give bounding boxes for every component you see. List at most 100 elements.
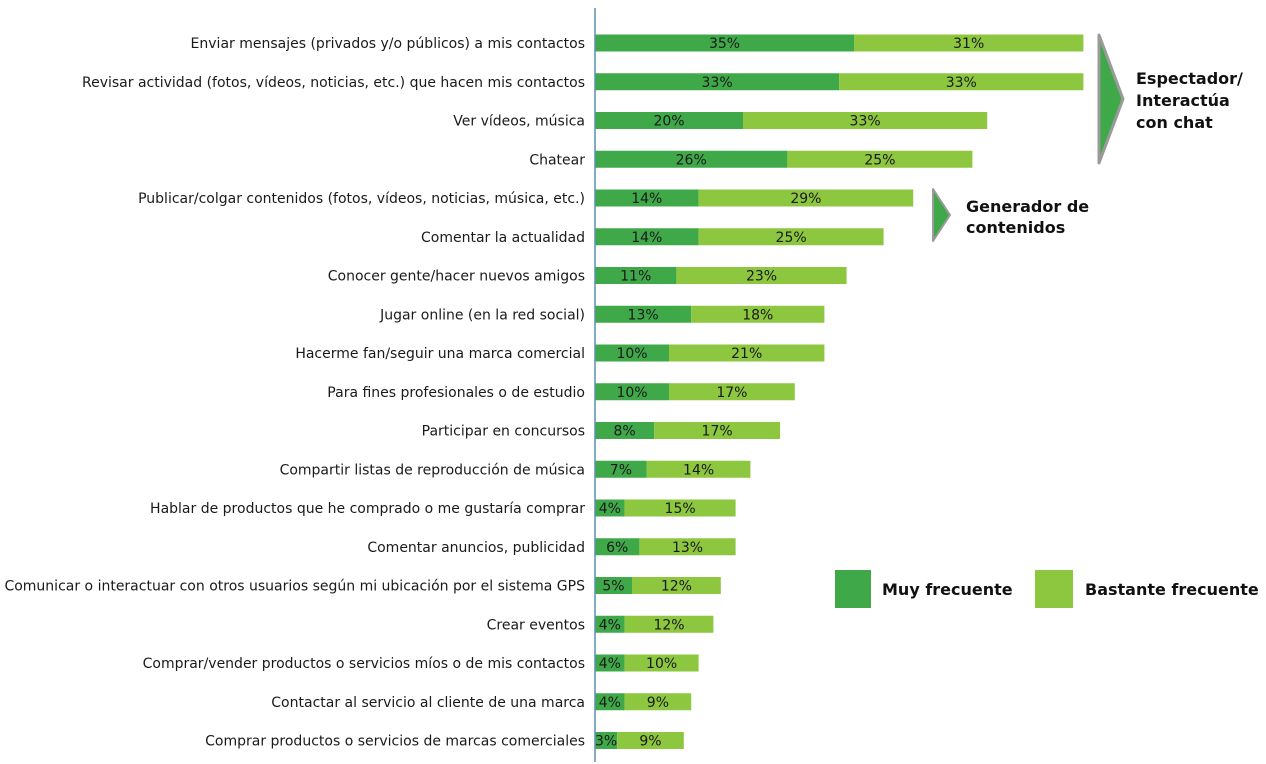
legend-swatch-muy-frecuente <box>835 570 871 608</box>
category-labels: Enviar mensajes (privados y/o públicos) … <box>4 36 585 750</box>
data-label-muy-frecuente: 20% <box>653 114 684 130</box>
data-label-muy-frecuente: 5% <box>602 579 624 595</box>
bar-bastante-frecuente <box>654 422 780 439</box>
bar-muy-frecuente <box>595 615 625 633</box>
bar-muy-frecuente <box>595 73 840 91</box>
bar-muy-frecuente <box>595 383 669 401</box>
data-label-muy-frecuente: 33% <box>702 75 733 91</box>
bar-muy-frecuente <box>595 732 618 749</box>
data-label-muy-frecuente: 7% <box>610 462 632 478</box>
data-label-bastante-frecuente: 10% <box>646 656 677 672</box>
category-label: Compartir listas de reproducción de músi… <box>280 462 585 478</box>
category-label: Enviar mensajes (privados y/o públicos) … <box>191 36 585 52</box>
bar-bastante-frecuente <box>787 150 973 168</box>
bar-bastante-frecuente <box>646 460 751 478</box>
category-label: Publicar/colgar contenidos (fotos, vídeo… <box>138 191 585 207</box>
category-label: Comentar la actualidad <box>421 230 585 246</box>
annotation-generator: Generador de contenidos <box>932 188 1089 242</box>
data-label-muy-frecuente: 13% <box>628 307 659 323</box>
category-label: Ver vídeos, música <box>453 114 585 130</box>
category-label: Conocer gente/hacer nuevos amigos <box>328 269 585 285</box>
data-label-muy-frecuente: 35% <box>709 36 740 52</box>
data-label-bastante-frecuente: 25% <box>776 230 807 246</box>
data-label-bastante-frecuente: 21% <box>731 346 762 362</box>
annotation-arrow-2-icon <box>932 188 951 242</box>
data-label-bastante-frecuente: 12% <box>653 617 684 633</box>
bar-muy-frecuente <box>595 189 699 207</box>
bars-layer: 35% 31% 33% 33% 20% 33% 26% 25% 14% 29% 14% 25% 11% 2… <box>595 34 1084 750</box>
bar-bastante-frecuente <box>676 267 847 284</box>
legend: Muy frecuente Bastante frecuente <box>835 570 1259 608</box>
data-label-muy-frecuente: 10% <box>616 385 647 401</box>
bar-bastante-frecuente <box>669 344 825 362</box>
bar-muy-frecuente <box>595 693 625 711</box>
bar-muy-frecuente <box>595 112 743 129</box>
category-label: Comprar/vender productos o servicios mío… <box>143 656 585 672</box>
data-label-bastante-frecuente: 33% <box>850 114 881 130</box>
bar-bastante-frecuente <box>639 538 736 556</box>
annotation-spectator: Espectador/ Interactúa con chat <box>1097 33 1243 165</box>
bar-bastante-frecuente <box>698 189 914 207</box>
data-label-bastante-frecuente: 13% <box>672 540 703 556</box>
bar-muy-frecuente <box>595 422 655 439</box>
annotation-1-line-3: con chat <box>1136 113 1213 132</box>
legend-swatch-bastante-frecuente <box>1035 570 1073 608</box>
bar-muy-frecuente <box>595 654 625 672</box>
category-label: Comprar productos o servicios de marcas … <box>205 734 585 750</box>
category-label: Revisar actividad (fotos, vídeos, notici… <box>82 75 585 91</box>
data-label-muy-frecuente: 10% <box>616 346 647 362</box>
category-label: Jugar online (en la red social) <box>379 307 585 323</box>
data-label-muy-frecuente: 4% <box>599 617 621 633</box>
bar-bastante-frecuente <box>624 693 692 711</box>
legend-label-muy-frecuente: Muy frecuente <box>882 580 1013 599</box>
category-label: Contactar al servicio al cliente de una … <box>271 695 585 711</box>
bar-muy-frecuente <box>595 499 625 517</box>
data-label-bastante-frecuente: 15% <box>665 501 696 517</box>
bar-muy-frecuente <box>595 267 677 284</box>
data-label-bastante-frecuente: 18% <box>742 307 773 323</box>
annotation-arrow-1-icon <box>1097 33 1125 165</box>
data-label-bastante-frecuente: 33% <box>946 75 977 91</box>
data-label-bastante-frecuente: 17% <box>716 385 747 401</box>
category-label: Hacerme fan/seguir una marca comercial <box>295 346 585 362</box>
bar-bastante-frecuente <box>624 615 714 633</box>
bar-bastante-frecuente <box>691 305 825 323</box>
data-label-bastante-frecuente: 29% <box>790 191 821 207</box>
annotation-2-line-2: contenidos <box>966 218 1065 237</box>
data-label-bastante-frecuente: 14% <box>683 462 714 478</box>
data-label-muy-frecuente: 8% <box>613 424 635 440</box>
bar-muy-frecuente <box>595 150 788 168</box>
annotation-1-line-1: Espectador/ <box>1136 69 1243 88</box>
bar-muy-frecuente <box>595 538 640 556</box>
bar-muy-frecuente <box>595 34 854 52</box>
data-label-muy-frecuente: 26% <box>676 152 707 168</box>
data-label-muy-frecuente: 4% <box>599 656 621 672</box>
data-label-bastante-frecuente: 9% <box>647 695 669 711</box>
data-label-muy-frecuente: 14% <box>631 191 662 207</box>
bar-muy-frecuente <box>595 577 632 594</box>
category-label: Comentar anuncios, publicidad <box>367 540 585 556</box>
category-label: Hablar de productos que he comprado o me… <box>150 501 585 517</box>
bar-bastante-frecuente <box>617 732 684 749</box>
bar-bastante-frecuente <box>698 228 884 246</box>
category-label: Participar en concursos <box>422 424 585 440</box>
bar-muy-frecuente <box>595 228 699 246</box>
bar-bastante-frecuente <box>669 383 795 401</box>
data-label-muy-frecuente: 11% <box>620 269 651 285</box>
bar-bastante-frecuente <box>743 112 988 129</box>
category-label: Chatear <box>529 152 585 168</box>
annotation-2-line-1: Generador de <box>966 197 1089 216</box>
data-label-muy-frecuente: 4% <box>599 695 621 711</box>
data-label-muy-frecuente: 14% <box>631 230 662 246</box>
bar-bastante-frecuente <box>624 654 699 672</box>
data-label-muy-frecuente: 6% <box>606 540 628 556</box>
bar-muy-frecuente <box>595 305 692 323</box>
bar-bastante-frecuente <box>854 34 1084 52</box>
category-label: Para fines profesionales o de estudio <box>327 385 585 401</box>
data-label-bastante-frecuente: 25% <box>864 152 895 168</box>
data-label-muy-frecuente: 3% <box>595 734 617 750</box>
data-label-bastante-frecuente: 17% <box>702 424 733 440</box>
bar-bastante-frecuente <box>632 577 721 594</box>
bar-bastante-frecuente <box>624 499 736 517</box>
